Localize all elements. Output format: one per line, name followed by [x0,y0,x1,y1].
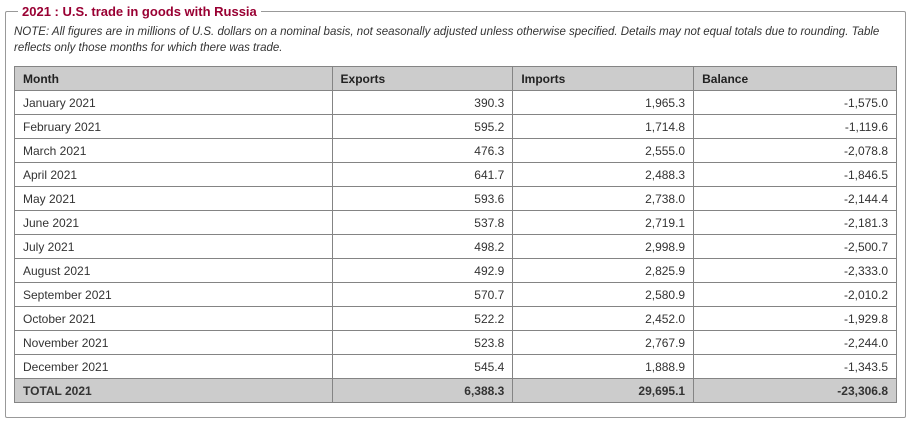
table-row: June 2021 537.8 2,719.1 -2,181.3 [14,210,897,236]
exports-cell: 522.2 [331,306,514,332]
month-cell: December 2021 [14,354,333,380]
column-header-month: Month [14,66,333,92]
imports-cell: 2,580.9 [512,282,695,308]
exports-cell: 537.8 [331,210,514,236]
imports-cell: 2,767.9 [512,330,695,356]
balance-cell: -2,181.3 [693,210,897,236]
table-row: March 2021 476.3 2,555.0 -2,078.8 [14,138,897,164]
column-header-balance: Balance [693,66,897,92]
balance-cell: -1,575.0 [693,90,897,116]
table-row: November 2021 523.8 2,767.9 -2,244.0 [14,330,897,356]
page-title: 2021 : U.S. trade in goods with Russia [22,4,257,19]
table-row: May 2021 593.6 2,738.0 -2,144.4 [14,186,897,212]
balance-cell: -2,244.0 [693,330,897,356]
balance-cell: -2,010.2 [693,282,897,308]
table-row: August 2021 492.9 2,825.9 -2,333.0 [14,258,897,284]
imports-cell: 1,888.9 [512,354,695,380]
month-cell: March 2021 [14,138,333,164]
imports-cell: 1,965.3 [512,90,695,116]
balance-cell: -1,929.8 [693,306,897,332]
imports-cell: 2,825.9 [512,258,695,284]
exports-cell: 595.2 [331,114,514,140]
imports-cell: 29,695.1 [512,378,695,404]
total-row: TOTAL 2021 6,388.3 29,695.1 -23,306.8 [14,378,897,404]
imports-cell: 1,714.8 [512,114,695,140]
table-row: December 2021 545.4 1,888.9 -1,343.5 [14,354,897,380]
note-text: NOTE: All figures are in millions of U.S… [14,26,880,54]
month-cell: January 2021 [14,90,333,116]
month-cell: November 2021 [14,330,333,356]
exports-cell: 641.7 [331,162,514,188]
balance-cell: -2,144.4 [693,186,897,212]
month-cell: February 2021 [14,114,333,140]
table-row: July 2021 498.2 2,998.9 -2,500.7 [14,234,897,260]
balance-cell: -1,119.6 [693,114,897,140]
imports-cell: 2,719.1 [512,210,695,236]
month-cell: September 2021 [14,282,333,308]
month-cell: July 2021 [14,234,333,260]
month-cell: TOTAL 2021 [14,378,333,404]
balance-cell: -2,078.8 [693,138,897,164]
exports-cell: 498.2 [331,234,514,260]
trade-table: Month Exports Imports Balance January 20… [14,66,897,404]
exports-cell: 545.4 [331,354,514,380]
exports-cell: 390.3 [331,90,514,116]
balance-cell: -23,306.8 [693,378,897,404]
month-cell: June 2021 [14,210,333,236]
exports-cell: 492.9 [331,258,514,284]
month-cell: May 2021 [14,186,333,212]
exports-cell: 6,388.3 [331,378,514,404]
table-row: September 2021 570.7 2,580.9 -2,010.2 [14,282,897,308]
month-cell: August 2021 [14,258,333,284]
exports-cell: 593.6 [331,186,514,212]
month-cell: October 2021 [14,306,333,332]
month-cell: April 2021 [14,162,333,188]
table-body: January 2021 390.3 1,965.3 -1,575.0 February… [14,90,897,404]
imports-cell: 2,488.3 [512,162,695,188]
table-header-row: Month Exports Imports Balance [14,66,897,92]
column-header-exports: Exports [331,66,514,92]
exports-cell: 476.3 [331,138,514,164]
balance-cell: -2,500.7 [693,234,897,260]
imports-cell: 2,452.0 [512,306,695,332]
table-row: October 2021 522.2 2,452.0 -1,929.8 [14,306,897,332]
trade-table-fieldset: 2021 : U.S. trade in goods with Russia N… [5,4,906,419]
exports-cell: 523.8 [331,330,514,356]
column-header-imports: Imports [512,66,695,92]
balance-cell: -1,343.5 [693,354,897,380]
imports-cell: 2,555.0 [512,138,695,164]
balance-cell: -2,333.0 [693,258,897,284]
imports-cell: 2,998.9 [512,234,695,260]
table-row: February 2021 595.2 1,714.8 -1,119.6 [14,114,897,140]
table-row: January 2021 390.3 1,965.3 -1,575.0 [14,90,897,116]
exports-cell: 570.7 [331,282,514,308]
imports-cell: 2,738.0 [512,186,695,212]
balance-cell: -1,846.5 [693,162,897,188]
table-row: April 2021 641.7 2,488.3 -1,846.5 [14,162,897,188]
